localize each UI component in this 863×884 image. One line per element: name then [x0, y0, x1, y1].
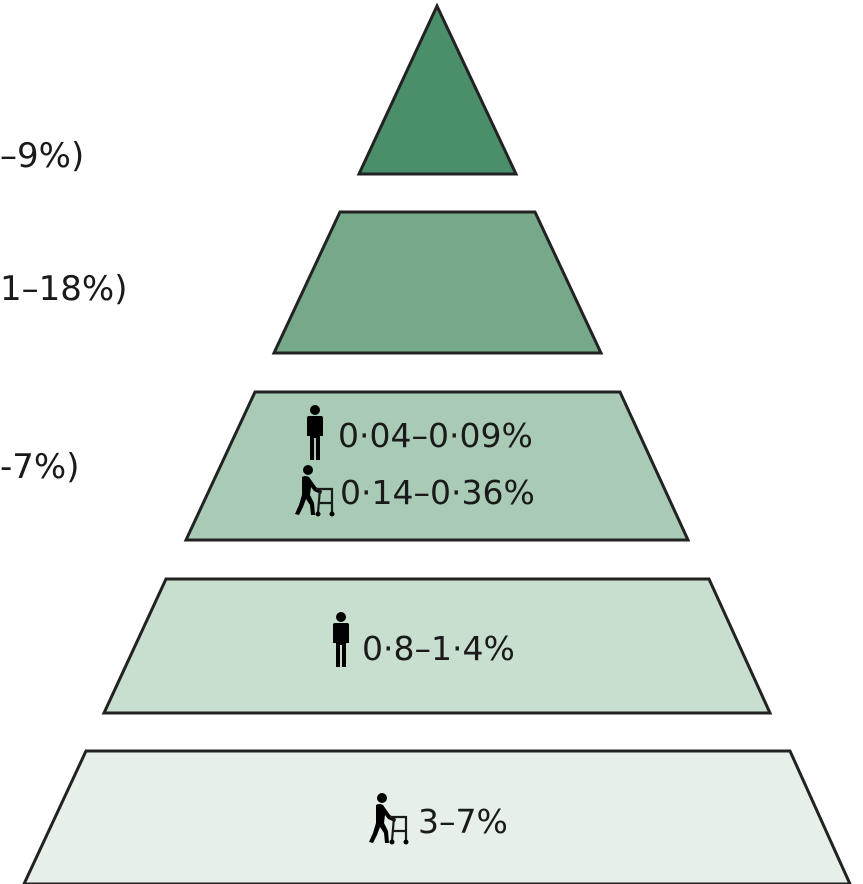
- tier-5-stat-1: 3–7%: [418, 802, 508, 841]
- pyramid-tier-5: 3–7%: [22, 749, 852, 884]
- tier-3-stat-2: 0·14–0·36%: [340, 473, 535, 512]
- pyramid-tier-3: 0·04–0·09% 0·14–0·36%: [183, 390, 691, 542]
- tier-2-side-label: 1–18%): [0, 269, 127, 309]
- tier-3-stat-1: 0·04–0·09%: [338, 416, 533, 455]
- pyramid-tier-1: [356, 2, 519, 176]
- tier-3-side-label: -7%): [0, 447, 79, 487]
- tier-1-side-label: –9%): [0, 136, 84, 176]
- tier-4-stat-1: 0·8–1·4%: [362, 629, 515, 668]
- pyramid-tier-2: [271, 210, 604, 355]
- pyramid-tier-4: 0·8–1·4%: [101, 577, 773, 715]
